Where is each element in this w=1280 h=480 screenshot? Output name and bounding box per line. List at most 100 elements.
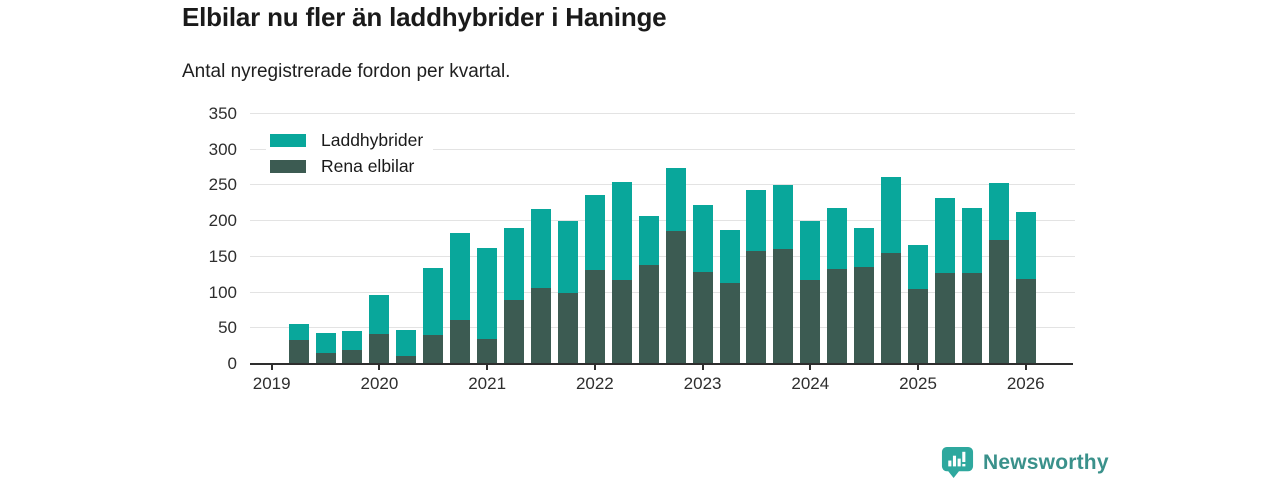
bar-laddhybrider-2025-Q2 xyxy=(934,197,955,273)
bar-laddhybrider-2025-Q4 xyxy=(988,182,1009,241)
bar-rena-elbilar-2023-Q4 xyxy=(773,249,794,364)
legend-item-laddhybrider: Laddhybrider xyxy=(270,131,423,150)
y-tick-label-200: 200 xyxy=(208,211,237,231)
gridline-250 xyxy=(250,184,1075,186)
bar-laddhybrider-2022-Q4 xyxy=(665,168,686,232)
x-axis-line xyxy=(250,363,1073,365)
bar-laddhybrider-2023-Q3 xyxy=(746,190,767,252)
legend-item-rena-elbilar: Rena elbilar xyxy=(270,157,423,176)
bar-laddhybrider-2021-Q4 xyxy=(557,221,578,293)
x-tick-2026 xyxy=(1024,365,1027,370)
bar-rena-elbilar-2023-Q3 xyxy=(746,251,767,364)
bar-rena-elbilar-2020-Q4 xyxy=(450,320,471,364)
bar-laddhybrider-2021-Q3 xyxy=(531,209,551,289)
x-tick-label-2023: 2023 xyxy=(683,374,722,393)
bar-laddhybrider-2023-Q4 xyxy=(773,184,794,249)
bar-rena-elbilar-2020-Q3 xyxy=(423,334,444,364)
bar-rena-elbilar-2023-Q2 xyxy=(719,282,740,364)
bar-rena-elbilar-2022-Q3 xyxy=(638,265,659,364)
y-tick-label-0: 0 xyxy=(227,354,237,373)
bar-rena-elbilar-2024-Q3 xyxy=(854,266,875,364)
bar-rena-elbilar-2019-Q4 xyxy=(342,349,363,364)
newsworthy-icon-bars xyxy=(948,451,966,467)
y-tick-label-350: 350 xyxy=(208,104,237,123)
bar-rena-elbilar-2021-Q2 xyxy=(504,299,525,364)
newsworthy-wordmark: Newsworthy xyxy=(983,450,1109,474)
bar-laddhybrider-2020-Q1 xyxy=(369,295,390,334)
newsworthy-icon xyxy=(941,446,974,479)
bar-laddhybrider-2023-Q1 xyxy=(692,204,713,272)
bar-rena-elbilar-2025-Q1 xyxy=(908,289,929,364)
bar-laddhybrider-2025-Q3 xyxy=(961,207,982,274)
newsworthy-logo: Newsworthy xyxy=(940,445,1109,480)
bar-rena-elbilar-2021-Q4 xyxy=(557,292,578,364)
bar-rena-elbilar-2022-Q2 xyxy=(611,279,632,364)
y-axis-labels: 0 50 100 150 200 250 300 350 xyxy=(0,105,237,373)
gridline-100 xyxy=(250,291,1075,293)
bar-laddhybrider-2020-Q4 xyxy=(450,233,471,321)
legend-swatch-rena-elbilar xyxy=(270,160,306,173)
bar-laddhybrider-2020-Q2 xyxy=(396,329,417,357)
bar-laddhybrider-2021-Q2 xyxy=(504,228,525,300)
bar-laddhybrider-2022-Q3 xyxy=(638,216,659,266)
gridline-350 xyxy=(250,113,1075,114)
bar-rena-elbilar-2025-Q4 xyxy=(988,240,1009,364)
legend-label-laddhybrider: Laddhybrider xyxy=(321,130,424,150)
x-tick-2022 xyxy=(593,365,596,370)
gridline-50 xyxy=(250,327,1075,329)
bar-rena-elbilar-2019-Q2 xyxy=(288,340,309,364)
y-tick-label-150: 150 xyxy=(208,246,237,266)
y-tick-label-50: 50 xyxy=(218,318,237,338)
bar-laddhybrider-2021-Q1 xyxy=(477,247,498,339)
y-tick-label-300: 300 xyxy=(208,139,237,159)
bar-laddhybrider-2022-Q1 xyxy=(584,195,605,271)
bar-rena-elbilar-2021-Q3 xyxy=(531,288,551,364)
bar-laddhybrider-2019-Q3 xyxy=(315,333,336,353)
bar-rena-elbilar-2025-Q3 xyxy=(961,273,982,364)
bar-laddhybrider-2024-Q4 xyxy=(881,176,902,253)
x-tick-2019 xyxy=(270,365,273,370)
x-tick-2025 xyxy=(917,365,920,370)
bar-rena-elbilar-2024-Q1 xyxy=(800,280,821,364)
bar-laddhybrider-2019-Q2 xyxy=(288,324,309,341)
x-tick-label-2021: 2021 xyxy=(468,374,507,393)
legend-swatch-laddhybrider xyxy=(270,134,306,147)
x-tick-label-2026: 2026 xyxy=(1006,374,1045,393)
x-tick-label-2020: 2020 xyxy=(360,374,399,393)
bar-laddhybrider-2026-Q1 xyxy=(1015,211,1036,279)
bar-laddhybrider-2023-Q2 xyxy=(719,229,740,283)
legend-label-rena-elbilar: Rena elbilar xyxy=(321,156,415,176)
x-tick-label-2022: 2022 xyxy=(575,374,614,393)
x-tick-2024 xyxy=(809,365,812,370)
plot-area xyxy=(250,113,1075,370)
bar-laddhybrider-2020-Q3 xyxy=(423,267,444,335)
gridline-150 xyxy=(250,255,1075,257)
bar-rena-elbilar-2022-Q4 xyxy=(665,231,686,364)
y-tick-label-250: 250 xyxy=(208,175,237,195)
bar-rena-elbilar-2024-Q4 xyxy=(881,252,902,364)
bar-laddhybrider-2022-Q2 xyxy=(611,181,632,280)
x-tick-label-2024: 2024 xyxy=(791,374,830,393)
bar-laddhybrider-2024-Q3 xyxy=(854,228,875,267)
bar-rena-elbilar-2020-Q1 xyxy=(369,334,390,364)
bar-rena-elbilar-2026-Q1 xyxy=(1015,279,1036,364)
bar-rena-elbilar-2020-Q2 xyxy=(396,356,417,364)
x-tick-2023 xyxy=(701,365,704,370)
bar-rena-elbilar-2025-Q2 xyxy=(934,272,955,364)
bar-laddhybrider-2019-Q4 xyxy=(342,331,363,350)
x-tick-label-2019: 2019 xyxy=(252,374,291,393)
bar-rena-elbilar-2024-Q2 xyxy=(827,269,848,364)
x-tick-label-2025: 2025 xyxy=(899,374,937,393)
x-axis-labels: 2019 2020 2021 2022 2023 2024 2025 2026 xyxy=(250,374,1110,396)
bar-laddhybrider-2024-Q1 xyxy=(800,221,821,281)
gridline-300 xyxy=(250,148,1075,150)
bar-rena-elbilar-2023-Q1 xyxy=(692,271,713,364)
x-tick-2020 xyxy=(378,365,381,370)
y-tick-label-100: 100 xyxy=(208,282,237,302)
chart-subtitle: Antal nyregistrerade fordon per kvartal. xyxy=(182,61,511,82)
bar-rena-elbilar-2021-Q1 xyxy=(477,339,498,364)
gridline-200 xyxy=(250,220,1075,222)
bar-rena-elbilar-2019-Q3 xyxy=(315,352,336,364)
legend: Laddhybrider Rena elbilar xyxy=(266,129,434,178)
